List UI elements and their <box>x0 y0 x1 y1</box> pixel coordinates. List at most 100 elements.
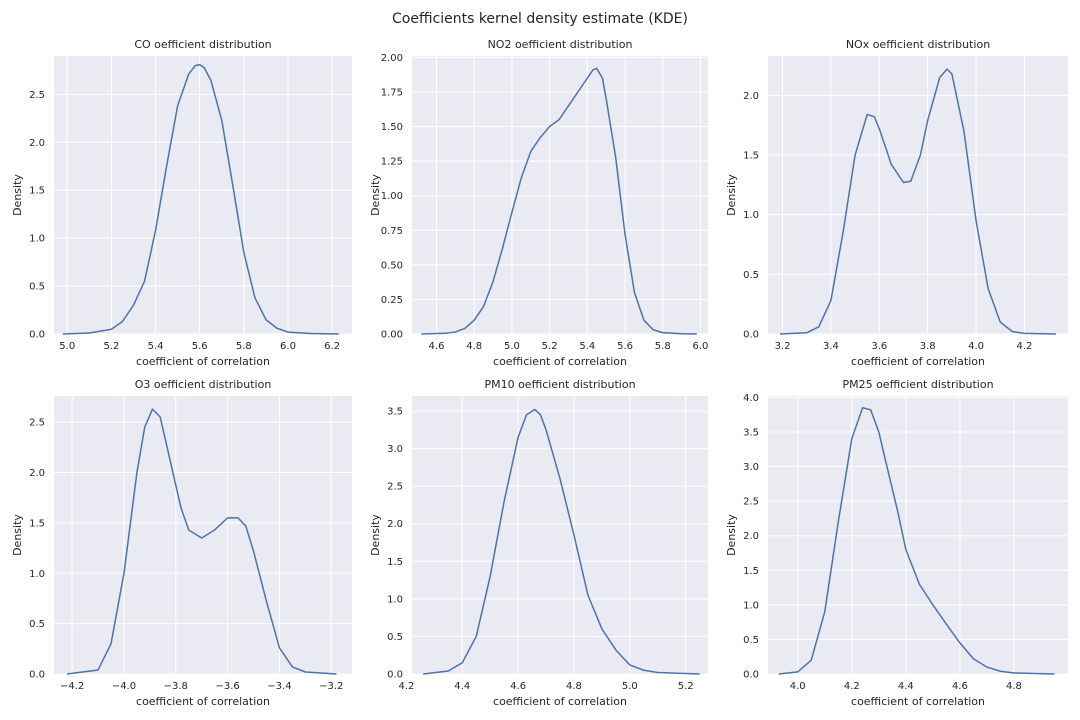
x-axis-label: coefficient of correlation <box>493 695 627 708</box>
x-tick-label: 4.2 <box>398 681 414 692</box>
x-tick-label: 4.4 <box>454 681 470 692</box>
x-tick-label: 3.2 <box>775 341 791 352</box>
y-tick-label: 0.5 <box>29 282 45 293</box>
y-tick-label: 0.0 <box>387 670 403 681</box>
x-tick-label: 5.0 <box>59 341 75 352</box>
x-axis-label: coefficient of correlation <box>136 695 270 708</box>
x-tick-label: 5.6 <box>192 341 208 352</box>
subplot-3: 3.2 3.4 3.6 3.8 4.0 4.2 0.0 0.5 1.0 1.5 2.0 NOx oef… <box>725 38 1068 368</box>
y-tick-label: 1.75 <box>381 87 403 98</box>
y-tick-label: 4.0 <box>743 393 759 404</box>
x-tick-label: −3.2 <box>319 681 343 692</box>
y-tick-label: 3.5 <box>387 407 403 418</box>
y-tick-label: 2.5 <box>29 90 45 101</box>
y-axis-label: Density <box>11 174 24 216</box>
y-tick-label: 0.00 <box>381 330 403 341</box>
x-tick-label: 5.0 <box>504 341 520 352</box>
y-tick-label: 2.0 <box>29 138 45 149</box>
y-axis-label: Density <box>11 514 24 556</box>
x-tick-label: 5.8 <box>655 341 671 352</box>
y-tick-label: 1.0 <box>29 569 45 580</box>
y-tick-label: 1.0 <box>743 210 759 221</box>
y-tick-label: 3.0 <box>743 462 759 473</box>
plot-area <box>768 56 1068 334</box>
x-tick-label: 4.2 <box>844 681 860 692</box>
x-tick-label: 3.8 <box>920 341 936 352</box>
x-tick-label: 4.8 <box>566 681 582 692</box>
y-tick-label: 0.0 <box>29 670 45 681</box>
figure-title: Coefficients kernel density estimate (KD… <box>392 11 688 27</box>
subplot-2: 4.6 4.8 5.0 5.2 5.4 5.6 5.8 6.0 0.00 0.25 0.50 0.75… <box>369 38 708 368</box>
plot-area <box>54 56 352 334</box>
x-tick-label: −3.6 <box>215 681 239 692</box>
x-tick-label: 5.4 <box>579 341 595 352</box>
y-tick-label: 1.0 <box>743 600 759 611</box>
density-curve <box>66 408 337 675</box>
y-tick-label: 1.5 <box>743 151 759 162</box>
y-tick-label: 0.5 <box>29 619 45 630</box>
subplot-title: CO oefficient distribution <box>134 38 271 51</box>
y-axis-label: Density <box>369 174 382 216</box>
x-tick-label: 4.8 <box>466 341 482 352</box>
plot-area <box>54 396 352 674</box>
density-curve <box>778 407 1055 675</box>
y-tick-label: 2.0 <box>387 519 403 530</box>
y-axis-label: Density <box>725 174 738 216</box>
y-tick-label: 0.75 <box>381 226 403 237</box>
x-tick-label: 4.6 <box>510 681 526 692</box>
subplot-4: −4.2 −4.0 −3.8 −3.6 −3.4 −3.2 0.0 0.5 1.0 1.5 2.0 2… <box>11 378 352 708</box>
x-tick-label: 4.2 <box>1016 341 1032 352</box>
y-tick-label: 1.25 <box>381 157 403 168</box>
plot-area <box>412 56 708 334</box>
x-tick-label: −3.8 <box>164 681 188 692</box>
y-tick-label: 3.5 <box>743 427 759 438</box>
y-tick-label: 1.5 <box>743 566 759 577</box>
x-tick-label: −3.4 <box>267 681 291 692</box>
y-tick-label: 1.0 <box>29 234 45 245</box>
y-tick-label: 1.5 <box>387 557 403 568</box>
x-tick-label: 3.4 <box>823 341 839 352</box>
subplot-title: NOx oefficient distribution <box>846 38 990 51</box>
y-tick-label: 1.5 <box>29 518 45 529</box>
x-tick-label: 5.2 <box>678 681 694 692</box>
y-tick-label: 0.0 <box>743 330 759 341</box>
x-tick-label: 4.0 <box>790 681 806 692</box>
y-tick-label: 0.50 <box>381 260 403 271</box>
x-tick-label: 5.2 <box>103 341 119 352</box>
subplot-title: NO2 oefficient distribution <box>488 38 633 51</box>
y-tick-label: 1.0 <box>387 594 403 605</box>
x-axis-label: coefficient of correlation <box>136 355 270 368</box>
y-tick-label: 2.0 <box>29 468 45 479</box>
x-tick-label: 4.0 <box>968 341 984 352</box>
x-tick-label: 4.4 <box>898 681 914 692</box>
subplot-title: PM25 oefficient distribution <box>842 378 993 391</box>
x-tick-label: 3.6 <box>871 341 887 352</box>
subplot-6: 4.0 4.2 4.4 4.6 4.8 0.0 0.5 1.0 1.5 2.0 2.5 3.0 3.5 4… <box>725 378 1068 708</box>
x-tick-label: −4.0 <box>112 681 136 692</box>
plot-area <box>768 396 1068 674</box>
x-tick-label: 5.4 <box>148 341 164 352</box>
subplot-title: O3 oefficient distribution <box>135 378 272 391</box>
y-axis-label: Density <box>369 514 382 556</box>
x-tick-label: 6.0 <box>280 341 296 352</box>
y-tick-label: 0.0 <box>743 670 759 681</box>
y-axis-label: Density <box>725 514 738 556</box>
y-tick-label: 2.5 <box>387 482 403 493</box>
y-tick-label: 2.00 <box>381 53 403 64</box>
density-curve <box>780 68 1056 335</box>
y-tick-label: 2.5 <box>743 497 759 508</box>
y-tick-label: 0.0 <box>29 330 45 341</box>
density-curve <box>62 63 339 335</box>
y-tick-label: 1.00 <box>381 191 403 202</box>
y-tick-label: 2.5 <box>29 418 45 429</box>
x-tick-label: 5.2 <box>542 341 558 352</box>
density-curve <box>423 408 700 675</box>
y-tick-label: 2.0 <box>743 531 759 542</box>
plot-area <box>412 396 708 674</box>
y-tick-label: 0.25 <box>381 295 403 306</box>
x-tick-label: 6.2 <box>324 341 340 352</box>
x-tick-label: 5.6 <box>617 341 633 352</box>
x-tick-label: 4.8 <box>1006 681 1022 692</box>
x-tick-label: 4.6 <box>429 341 445 352</box>
